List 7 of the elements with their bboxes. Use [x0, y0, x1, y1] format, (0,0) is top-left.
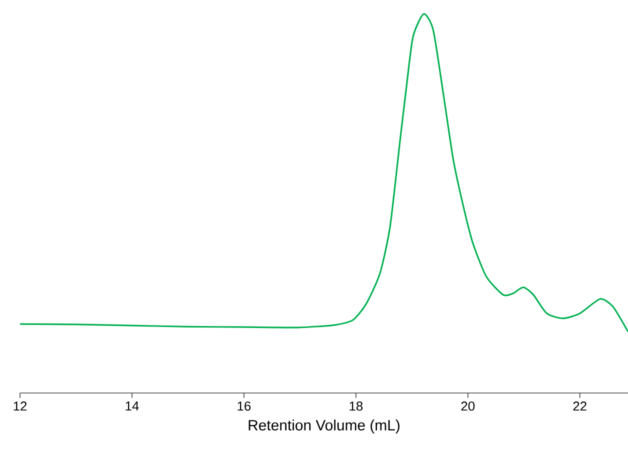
x-tick-label: 12 [14, 402, 27, 411]
x-axis-title: Retention Volume (mL) [248, 420, 400, 434]
x-tick-label: 18 [350, 402, 363, 411]
x-tick-label: 16 [238, 402, 251, 411]
x-tick-label: 14 [126, 402, 139, 410]
x-tick-label: 20 [461, 402, 475, 411]
x-tick-label: 22 [573, 402, 586, 411]
